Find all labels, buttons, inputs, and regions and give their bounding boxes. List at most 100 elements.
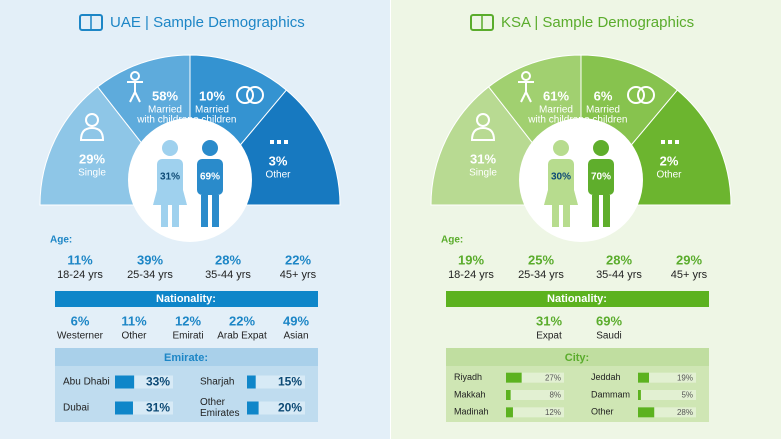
marital-label: Married (539, 105, 573, 116)
figure-leg (172, 195, 179, 227)
figure-skirt (153, 190, 187, 205)
marital-pct: 58% (152, 88, 178, 103)
region-bar (115, 401, 133, 415)
region-bar-track (247, 401, 305, 415)
nationality-pct: 69% (596, 313, 622, 328)
male-pct: 70% (591, 172, 611, 183)
figure-head (593, 140, 609, 156)
marital-label: Married (148, 105, 182, 116)
region-name: Other (591, 407, 614, 417)
age-pct: 28% (606, 252, 632, 267)
age-label: 45+ yrs (280, 269, 317, 281)
figure-leg (161, 195, 168, 227)
female-pct: 31% (160, 172, 180, 183)
age-pct: 29% (676, 252, 702, 267)
female-pct: 30% (551, 172, 571, 183)
marital-pct: 10% (199, 88, 225, 103)
region-bar (506, 407, 513, 418)
marital-label: Other (265, 170, 291, 181)
panel: KSA | Sample Demographics 31% Single 61% Mar… (391, 0, 781, 439)
region-name: Madinah (454, 407, 489, 417)
region-bar (247, 375, 256, 389)
figure-leg (552, 195, 559, 227)
panel-title: KSA | Sample Demographics (501, 14, 694, 31)
nationality-label: Emirati (172, 331, 203, 342)
region-name: Dammam (591, 389, 630, 399)
marital-pct: 61% (543, 88, 569, 103)
figure-head (553, 140, 569, 156)
age-label: 35-44 yrs (205, 269, 251, 281)
marital-label: no children (579, 115, 628, 126)
region-bar (506, 372, 522, 383)
icon-body (518, 81, 534, 103)
nationality-label: Saudi (596, 331, 622, 342)
icon-head (476, 113, 490, 127)
region-value: 31% (146, 401, 170, 415)
icon-dot (270, 140, 274, 144)
region-value: 5% (681, 391, 693, 400)
figure-head (202, 140, 218, 156)
icon-body (79, 126, 105, 141)
region-title: Emirate: (164, 352, 208, 364)
region-name: Other (200, 397, 226, 408)
nationality-bar (55, 291, 318, 307)
icon (79, 113, 105, 141)
icon-dot (661, 140, 665, 144)
icon-head (85, 113, 99, 127)
icon-body (127, 81, 143, 103)
figure-body (197, 159, 223, 195)
region-bar-track (247, 375, 305, 389)
region-bar-track (638, 407, 696, 418)
nationality-label: Westerner (57, 331, 104, 342)
marital-pct: 2% (660, 153, 679, 168)
icon (661, 140, 679, 144)
figure-body (157, 159, 183, 195)
icon-head (521, 71, 531, 81)
region-name: Makkah (454, 389, 486, 399)
marital-label: no children (188, 115, 237, 126)
marital-pct: 29% (79, 151, 105, 166)
region-value: 27% (545, 373, 561, 382)
region-bar (638, 390, 641, 400)
icon-ring (246, 86, 264, 104)
icon (236, 86, 264, 104)
figure-skirt (544, 190, 578, 205)
marital-pct: 31% (470, 151, 496, 166)
nationality-label: Other (121, 331, 147, 342)
panel-title: UAE | Sample Demographics (110, 14, 305, 31)
icon-dot (284, 140, 288, 144)
region-name: Dubai (63, 403, 89, 414)
region-bar (638, 407, 655, 418)
region-name: Sharjah (200, 377, 234, 388)
figure-leg (201, 195, 208, 227)
region-value: 20% (278, 401, 302, 415)
marital-label: Single (469, 168, 497, 179)
nationality-pct: 6% (71, 313, 90, 328)
marital-label: with children (136, 115, 193, 126)
nationality-label: Arab Expat (217, 331, 267, 342)
figure-body (588, 159, 614, 195)
age-title: Age: (441, 235, 463, 246)
age-label: 25-34 yrs (127, 269, 173, 281)
marital-label: Married (586, 105, 620, 116)
gender-circle (128, 118, 252, 242)
icon-dot (668, 140, 672, 144)
icon-ring (236, 86, 254, 104)
age-pct: 22% (285, 252, 311, 267)
icon-body (470, 126, 496, 141)
region-name: Riyadh (454, 372, 482, 382)
region-bar-track (506, 390, 564, 400)
region-bar-track (638, 372, 696, 383)
marital-label: Married (195, 105, 229, 116)
marital-label: with children (527, 115, 584, 126)
region-name: Jeddah (591, 372, 621, 382)
region-name: Abu Dhabi (63, 377, 110, 388)
region-bar-track (638, 390, 696, 400)
nationality-label: Asian (283, 331, 308, 342)
region-bar (247, 401, 259, 415)
icon-ring (627, 86, 645, 104)
gender-circle (519, 118, 643, 242)
nationality-title: Nationality: (547, 293, 607, 305)
age-label: 18-24 yrs (57, 269, 103, 281)
